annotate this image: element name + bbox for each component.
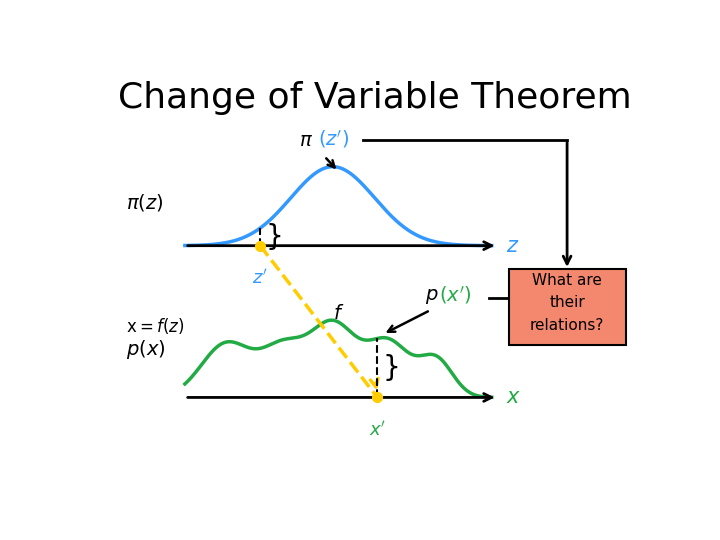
FancyBboxPatch shape [508,268,626,346]
Text: $\pi$: $\pi$ [300,131,313,150]
Text: $f$: $f$ [333,303,344,323]
Text: }: } [383,354,401,382]
Text: $(x')$: $(x')$ [439,284,472,306]
Text: $x'$: $x'$ [369,420,386,440]
Text: }: } [266,223,284,251]
Text: $x$: $x$ [505,387,521,408]
Text: $\mathrm{x} = f(z)$: $\mathrm{x} = f(z)$ [126,316,184,336]
Text: $z'$: $z'$ [253,268,268,287]
Text: $p$: $p$ [425,287,438,306]
Text: What are
their
relations?: What are their relations? [530,273,604,333]
Text: Change of Variable Theorem: Change of Variable Theorem [118,82,631,116]
Text: $p(x)$: $p(x)$ [126,338,166,361]
Text: $z$: $z$ [505,235,519,255]
Text: $(z')$: $(z')$ [318,128,348,150]
Text: $\pi(z)$: $\pi(z)$ [126,192,164,213]
